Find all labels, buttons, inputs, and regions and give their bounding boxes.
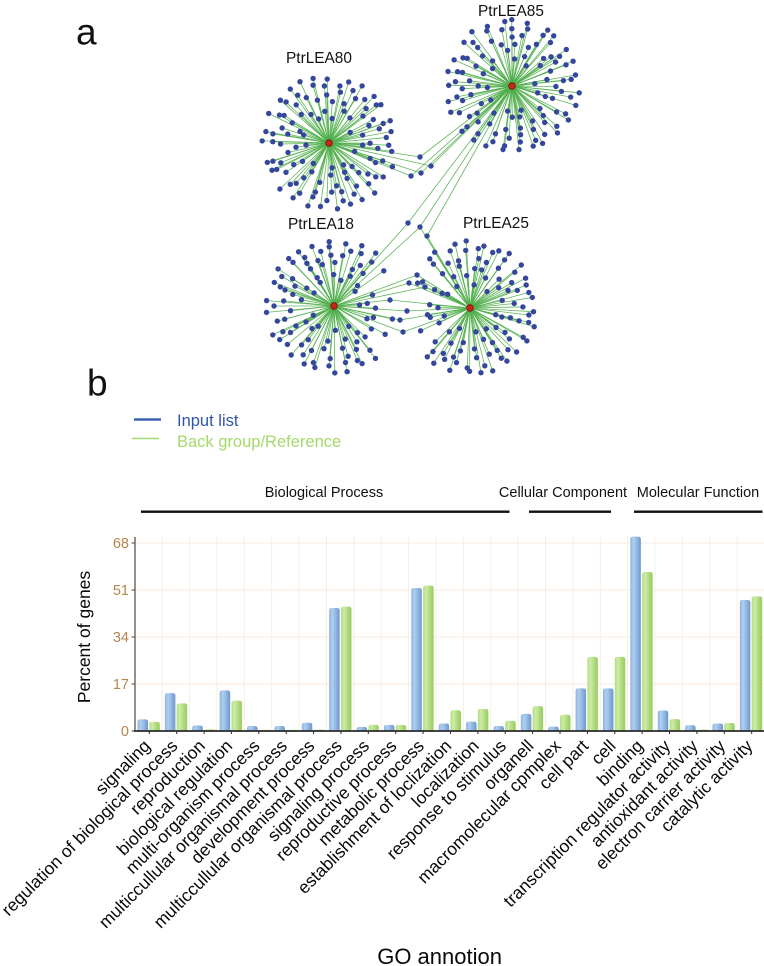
svg-text:34: 34	[113, 630, 129, 646]
svg-text:PtrLEA80: PtrLEA80	[286, 50, 352, 67]
svg-text:Back group/Reference: Back group/Reference	[177, 433, 341, 451]
svg-text:PtrLEA25: PtrLEA25	[463, 215, 529, 232]
svg-text:a: a	[76, 12, 97, 53]
svg-text:0: 0	[121, 724, 129, 740]
svg-text:GO annotion: GO annotion	[377, 944, 502, 966]
svg-text:17: 17	[113, 677, 129, 693]
svg-text:b: b	[87, 363, 108, 404]
svg-text:68: 68	[113, 536, 129, 552]
svg-text:PtrLEA85: PtrLEA85	[478, 3, 544, 20]
svg-text:Molecular Function: Molecular Function	[637, 485, 760, 501]
svg-text:Input list: Input list	[177, 412, 239, 430]
svg-text:Percent of genes: Percent of genes	[74, 571, 94, 704]
svg-text:Biological Process: Biological Process	[265, 485, 383, 501]
svg-text:Cellular Component: Cellular Component	[499, 485, 627, 501]
svg-text:PtrLEA18: PtrLEA18	[288, 216, 354, 233]
svg-text:51: 51	[113, 583, 129, 599]
